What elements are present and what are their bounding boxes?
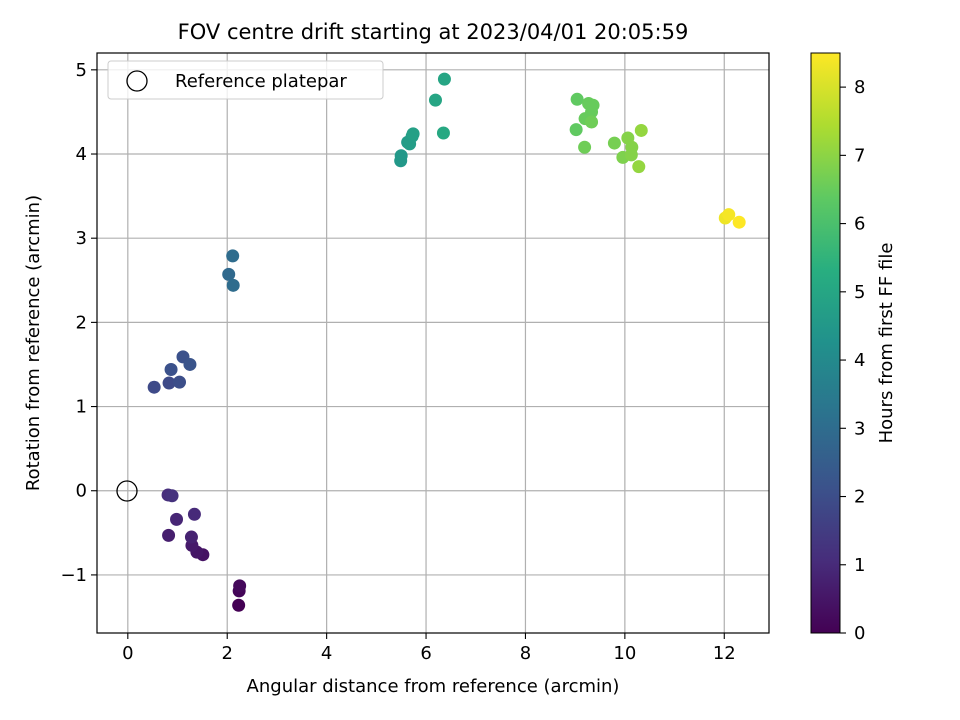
scatter-point (164, 363, 178, 377)
colorbar-tick-label: 8 (854, 77, 865, 98)
colorbar-label: Hours from first FF file (876, 243, 897, 444)
scatter-point (394, 149, 408, 163)
colorbar-tick-label: 3 (854, 418, 865, 439)
y-tick-label: 2 (76, 312, 87, 333)
y-tick-label: 3 (76, 228, 87, 249)
scatter-point (222, 267, 236, 281)
y-tick-label: 0 (76, 481, 87, 502)
scatter-point (634, 123, 648, 137)
x-tick-label: 10 (613, 643, 636, 664)
scatter-point (226, 278, 240, 292)
x-tick-label: 8 (520, 643, 531, 664)
scatter-point (585, 115, 599, 129)
legend-open-circle-icon (126, 70, 148, 92)
scatter-point (722, 208, 736, 222)
scatter-point (570, 92, 584, 106)
colorbar-tick-label: 1 (854, 555, 865, 576)
scatter-point (183, 357, 197, 371)
x-axis-ticks: 0 2 4 6 8 10 12 (122, 633, 736, 664)
colorbar-tick-label: 7 (854, 145, 865, 166)
scatter-point (436, 126, 450, 140)
plot-frame (96, 52, 770, 634)
legend-label: Reference platepar (175, 71, 347, 92)
legend-box (107, 60, 384, 100)
y-tick-label: 1 (76, 397, 87, 418)
y-tick-label: 5 (76, 60, 87, 81)
scatter-point (184, 530, 198, 544)
scatter-point (233, 579, 247, 593)
legend: Reference platepar (107, 60, 384, 100)
scatter-point (437, 72, 451, 86)
scatter-point (162, 528, 176, 542)
scatter-point (607, 136, 621, 150)
y-tick-label: 4 (76, 144, 87, 165)
chart-title: FOV centre drift starting at 2023/04/01 … (178, 20, 689, 44)
scatter-point (624, 148, 638, 162)
scatter-point (632, 160, 646, 174)
colorbar-tick-label: 5 (854, 282, 865, 303)
y-axis-label: Rotation from reference (arcmin) (23, 195, 44, 491)
scatter-point (578, 140, 592, 154)
x-tick-label: 6 (420, 643, 431, 664)
x-tick-label: 2 (221, 643, 232, 664)
colorbar-ticks: 0 1 2 3 4 5 6 7 8 (840, 77, 865, 644)
scatter-point (173, 375, 187, 389)
y-tick-label: −1 (60, 565, 87, 586)
colorbar-tick-label: 2 (854, 487, 865, 508)
x-axis-label: Angular distance from reference (arcmin) (247, 676, 620, 697)
scatter-point (428, 93, 442, 107)
colorbar-tick-label: 4 (854, 350, 865, 371)
scatter-point (232, 598, 246, 612)
reference-marker (116, 480, 138, 502)
grid-lines (97, 53, 769, 633)
scatter-point (165, 489, 179, 503)
colorbar-tick-label: 0 (854, 623, 865, 644)
scatter-point (586, 98, 600, 112)
x-tick-label: 12 (713, 643, 736, 664)
scatter-point (569, 123, 583, 137)
scatter-point (162, 376, 176, 390)
y-axis-ticks: −1 0 1 2 3 4 5 (60, 60, 97, 586)
scatter-point (226, 249, 240, 263)
colorbar (810, 52, 841, 634)
scatter-point (170, 512, 184, 526)
scatter-point (147, 380, 161, 394)
data-points (147, 72, 746, 612)
x-tick-label: 0 (122, 643, 133, 664)
x-tick-label: 4 (321, 643, 332, 664)
scatter-point (406, 127, 420, 141)
scatter-point (187, 507, 201, 521)
colorbar-tick-label: 6 (854, 214, 865, 235)
scatter-point (732, 215, 746, 229)
